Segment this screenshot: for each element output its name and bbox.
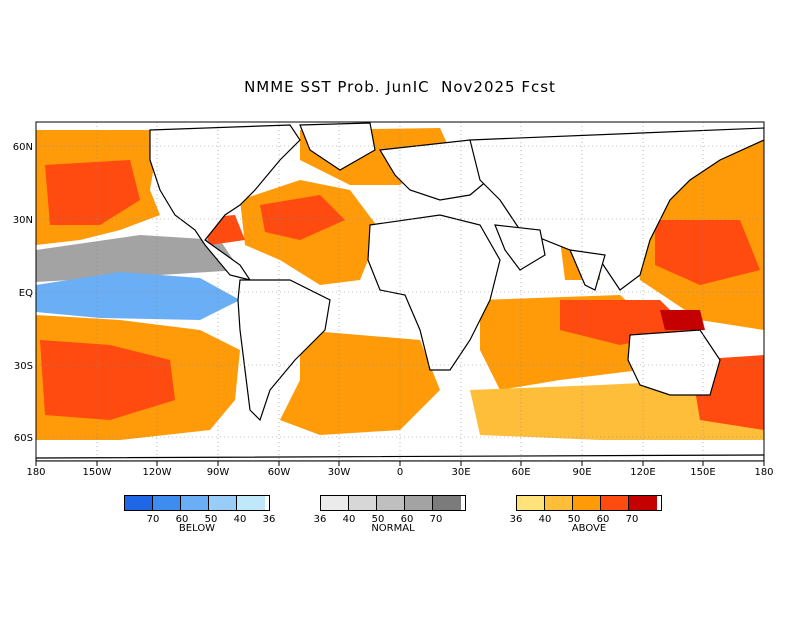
y-tick-label: EQ (19, 288, 33, 299)
legend-below: 70 60 50 40 36 BELOW (124, 495, 275, 534)
legend-tick: 60 (400, 514, 414, 525)
region-pacific-normal (36, 235, 240, 282)
legend-tick: 40 (233, 514, 247, 525)
legend-swatch (601, 496, 629, 510)
sst-field (36, 122, 764, 461)
region-south-atlantic-above (280, 330, 440, 435)
x-tick-label: 90E (572, 467, 591, 478)
x-tick-label: 90W (207, 467, 230, 478)
region-north-pacific-above-core (45, 160, 140, 225)
legend-tick: 36 (262, 514, 276, 525)
legend-tick: 40 (342, 514, 356, 525)
legend-tick: 50 (204, 514, 218, 525)
map-title: NMME SST Prob. JunIC Nov2025 Fcst (244, 78, 556, 96)
x-tick-label: 180 (26, 467, 45, 478)
asia (469, 127, 764, 291)
australia (627, 329, 721, 396)
legend-below-label: BELOW (178, 523, 216, 534)
x-tick-label: 150E (690, 467, 715, 478)
x-tick-label: 30W (328, 467, 351, 478)
x-tick-label: 30E (451, 467, 470, 478)
y-tick-label: 30S (14, 361, 33, 372)
legend-swatch (517, 496, 545, 510)
legend-swatch (377, 496, 405, 510)
legend-tick: 70 (429, 514, 443, 525)
legend-tick: 40 (538, 514, 552, 525)
legend-tick: 36 (313, 514, 327, 525)
legend-normal-swatches (320, 495, 466, 511)
arabia (494, 224, 546, 271)
legend-tick: 50 (567, 514, 581, 525)
legend-above-label: ABOVE (571, 523, 607, 534)
x-tick-label: 60W (268, 467, 291, 478)
africa (367, 214, 501, 371)
legend-swatch (433, 496, 461, 510)
x-tick-label: 120E (630, 467, 655, 478)
graticule (36, 122, 764, 461)
legend-below-swatches (124, 495, 270, 511)
legend-swatch (321, 496, 349, 510)
south-america (237, 279, 331, 422)
x-tick-marks (35, 461, 765, 466)
legend-tick: 36 (509, 514, 523, 525)
india (569, 249, 606, 291)
land (36, 122, 764, 461)
y-tick-label: 30N (13, 215, 33, 226)
region-south-pacific-above-core (40, 340, 175, 420)
x-tick-label: 150W (83, 467, 112, 478)
legend-tick: 60 (596, 514, 610, 525)
region-north-atlantic-above-core (260, 195, 345, 240)
legend-swatch (181, 496, 209, 510)
legend-swatch (153, 496, 181, 510)
region-west-pacific-above-core (655, 220, 760, 285)
x-tick-label: 0 (397, 467, 403, 478)
legend-swatch (629, 496, 657, 510)
y-tick-label: 60N (13, 142, 33, 153)
legend-tick: 60 (175, 514, 189, 525)
legend-tick: 50 (371, 514, 385, 525)
north-america (149, 124, 301, 281)
legend-above-swatches (516, 495, 662, 511)
legend-swatch (209, 496, 237, 510)
legend-above: 36 40 50 60 70 ABOVE (510, 495, 662, 534)
x-tick-label: 120W (143, 467, 172, 478)
region-maritime-continent-high (660, 310, 705, 330)
region-pacific-below (36, 272, 240, 320)
legend-swatch (405, 496, 433, 510)
legend-swatch (125, 496, 153, 510)
x-tick-label: 60E (511, 467, 530, 478)
legend-swatch (545, 496, 573, 510)
legend-normal: 36 40 50 60 70 NORMAL (314, 495, 466, 534)
legend-swatch (237, 496, 265, 510)
legend-swatch (573, 496, 601, 510)
legend-tick: 70 (625, 514, 639, 525)
legend-normal-label: NORMAL (371, 523, 415, 534)
y-tick-label: 60S (14, 433, 33, 444)
legend-swatch (349, 496, 377, 510)
legend-tick: 70 (146, 514, 160, 525)
x-tick-label: 180 (754, 467, 773, 478)
